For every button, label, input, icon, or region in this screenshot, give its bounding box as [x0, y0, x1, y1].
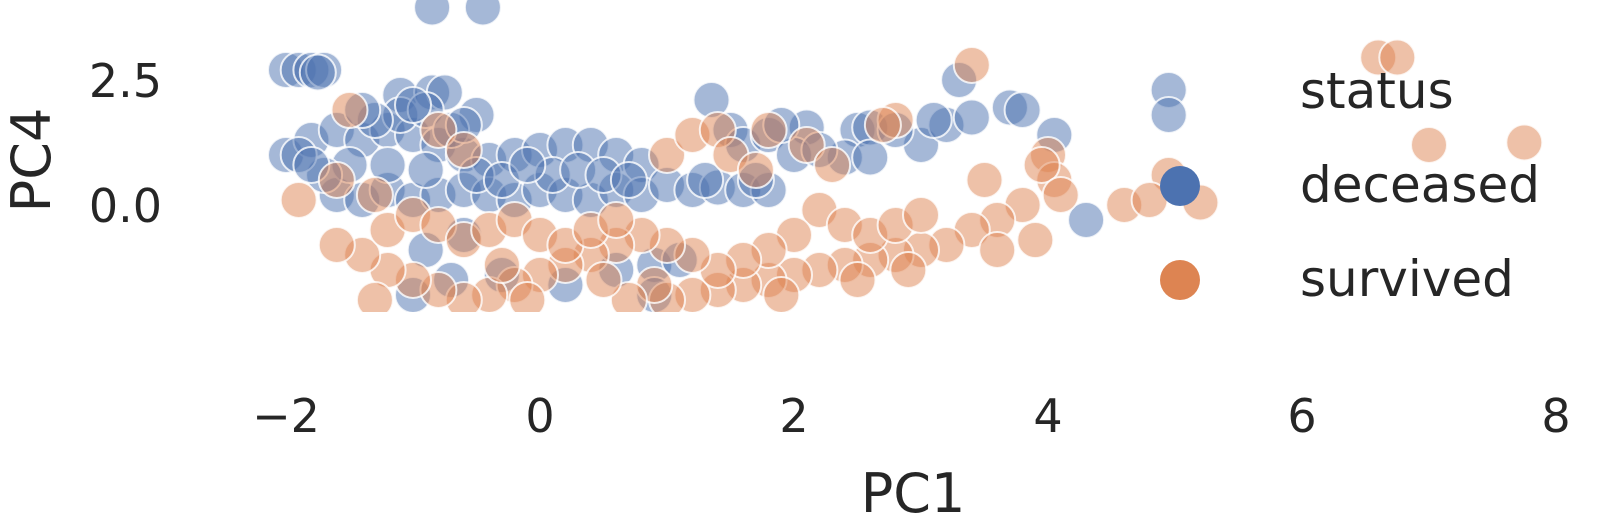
point-survived-76 [736, 151, 775, 189]
point-deceased-29 [851, 138, 890, 177]
point-survived-1 [1378, 38, 1417, 77]
legend-marker-deceased [1160, 166, 1200, 206]
legend-label-survived: survived [1300, 250, 1514, 308]
point-survived-2 [1410, 126, 1448, 164]
x-tick-label-0: −2 [252, 389, 320, 443]
x-axis-label: PC1 [861, 462, 966, 525]
point-deceased-9 [463, 0, 502, 27]
point-survived-8 [952, 46, 991, 84]
point-survived-87 [508, 281, 547, 312]
point-survived-68 [330, 91, 369, 129]
point-survived-82 [838, 261, 877, 299]
point-deceased-63 [686, 161, 725, 199]
point-deceased-14 [1003, 91, 1042, 129]
x-tick-label-4: 6 [1287, 389, 1316, 443]
point-survived-88 [584, 261, 623, 299]
point-survived-77 [787, 126, 826, 164]
x-axis-ticks: −2 0 2 4 6 8 [252, 389, 1571, 443]
x-tick-label-1: 0 [525, 389, 554, 443]
x-tick-label-2: 2 [779, 389, 808, 443]
y-tick-label-0: 0.0 [89, 179, 162, 233]
point-survived-89 [482, 246, 521, 284]
x-tick-label-3: 4 [1033, 389, 1062, 443]
point-survived-14 [965, 161, 1004, 199]
point-deceased-4 [298, 53, 337, 92]
legend: status deceased survived [1160, 62, 1540, 308]
point-survived-78 [813, 146, 852, 184]
point-survived-13 [1041, 176, 1080, 214]
point-deceased-8 [413, 0, 452, 27]
point-deceased-71 [406, 151, 445, 189]
point-survived-34 [902, 196, 940, 234]
y-axis-ticks: 0.0 2.5 [89, 54, 162, 233]
point-deceased-78 [508, 146, 547, 184]
point-survived-71 [648, 136, 686, 174]
y-tick-label-1: 2.5 [89, 54, 162, 108]
y-axis-label: PC4 [0, 108, 63, 213]
point-survived-12 [1022, 146, 1061, 184]
legend-marker-survived [1160, 260, 1200, 300]
point-deceased-21 [952, 98, 991, 137]
point-deceased-98 [914, 101, 953, 139]
point-survived-70 [444, 131, 483, 169]
plot-points [267, 0, 1544, 312]
point-deceased-93 [394, 86, 432, 124]
point-survived-53 [317, 226, 356, 264]
point-survived-3 [1505, 123, 1544, 162]
point-survived-66 [317, 161, 356, 199]
point-deceased-18 [1067, 201, 1106, 239]
legend-title: status [1300, 62, 1454, 120]
point-survived-79 [863, 106, 902, 144]
point-survived-54 [355, 281, 394, 312]
point-survived-81 [1016, 221, 1055, 259]
point-survived-67 [355, 176, 394, 214]
point-survived-65 [279, 181, 318, 219]
point-deceased-77 [609, 161, 648, 199]
x-tick-label-5: 8 [1541, 389, 1570, 443]
point-deceased-17 [1149, 96, 1188, 134]
point-survived-80 [978, 231, 1017, 269]
point-survived-83 [889, 251, 928, 289]
point-survived-84 [762, 276, 801, 312]
point-survived-64 [597, 201, 636, 239]
point-survived-69 [419, 111, 458, 149]
point-survived-74 [749, 111, 788, 149]
legend-label-deceased: deceased [1300, 156, 1540, 214]
